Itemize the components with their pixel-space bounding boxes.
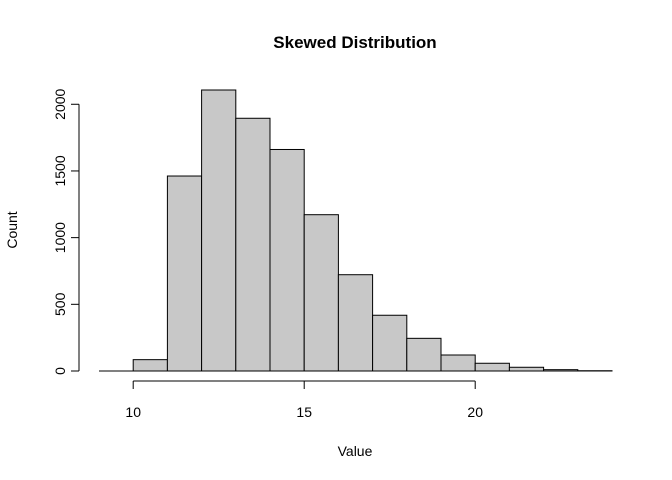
histogram-bar — [303, 214, 339, 372]
histogram-bar — [132, 359, 168, 372]
y-axis-label: Count — [4, 211, 20, 248]
histogram-bar — [269, 148, 305, 372]
bars-group — [132, 89, 613, 372]
histogram-bar — [440, 354, 476, 372]
y-tick-label: 1000 — [52, 222, 68, 253]
x-tick-label: 15 — [296, 404, 312, 420]
x-axis: 10 15 20 — [125, 380, 483, 420]
histogram-bar — [166, 175, 203, 372]
x-tick-label: 20 — [467, 404, 483, 420]
y-tick-label: 2000 — [52, 88, 68, 119]
x-tick-label: 10 — [125, 404, 141, 420]
y-tick-label: 0 — [52, 367, 68, 375]
histogram-bar — [474, 362, 510, 372]
y-tick-label: 1500 — [52, 155, 68, 186]
histogram-bar — [406, 337, 442, 372]
chart-title: Skewed Distribution — [273, 33, 436, 52]
histogram-bar — [508, 366, 545, 372]
histogram-bar — [235, 117, 271, 372]
histogram-bar — [372, 314, 408, 372]
y-axis: 0 500 1000 1500 2000 — [52, 88, 80, 375]
y-tick-label: 500 — [52, 292, 68, 316]
x-axis-label: Value — [338, 443, 373, 459]
histogram-bar — [201, 89, 237, 372]
histogram-bar — [337, 274, 374, 372]
